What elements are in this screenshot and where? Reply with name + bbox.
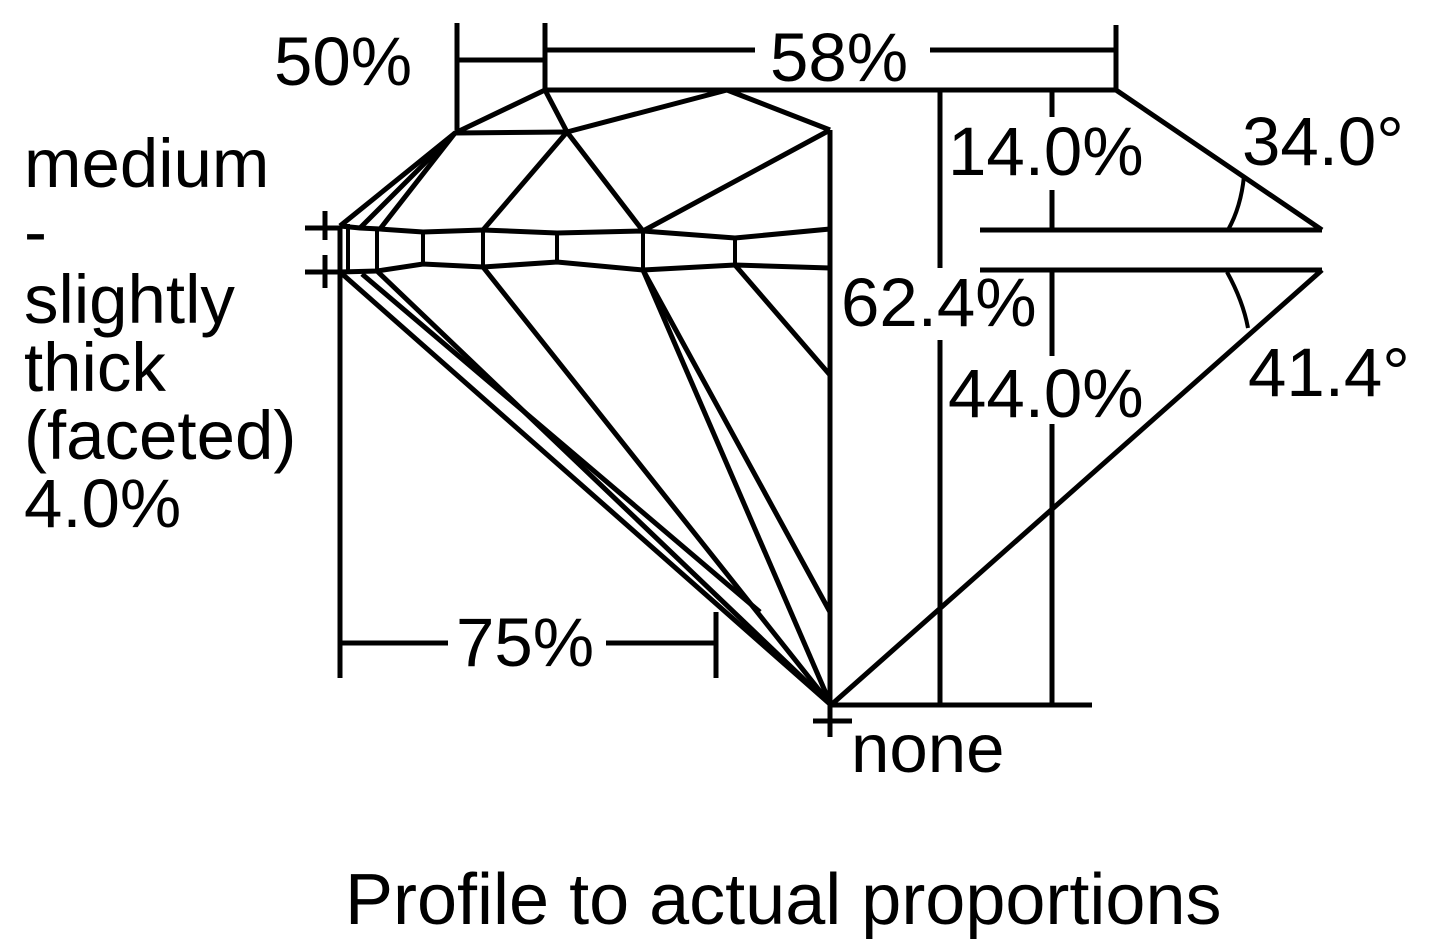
pavilion-angle-marker bbox=[1225, 271, 1250, 329]
pavilion-angle-label: 41.4° bbox=[1248, 334, 1410, 411]
girdle-description-line: thick bbox=[24, 329, 166, 406]
pavilion-angle-wedge bbox=[829, 267, 1324, 707]
caption: Profile to actual proportions bbox=[345, 860, 1222, 940]
culet-label: none bbox=[851, 710, 1005, 787]
crown-height-label: 14.0% bbox=[948, 113, 1144, 190]
girdle-description: medium - slightly thick (faceted) 4.0% bbox=[24, 125, 297, 542]
girdle-description-line: medium bbox=[24, 125, 270, 202]
girdle-description-line: slightly bbox=[24, 261, 235, 338]
lower-girdle-length-label: 75% bbox=[456, 604, 595, 681]
crown-angle-marker bbox=[1226, 175, 1246, 231]
dimension-lines bbox=[305, 23, 1119, 724]
crown-angle-label: 34.0° bbox=[1242, 103, 1404, 180]
girdle-band bbox=[337, 223, 831, 275]
girdle-bottom-tick bbox=[305, 255, 340, 288]
pavilion-facet-lines bbox=[338, 263, 834, 707]
girdle-top-tick bbox=[305, 211, 340, 240]
girdle-description-line: - bbox=[24, 193, 47, 270]
girdle-description-line: (faceted) bbox=[24, 397, 297, 474]
table-width-label: 58% bbox=[770, 19, 909, 96]
crown-angle-wedge bbox=[980, 87, 1324, 233]
pavilion-depth-label: 44.0% bbox=[948, 355, 1144, 432]
girdle-description-line: 4.0% bbox=[24, 465, 182, 542]
total-depth-label: 62.4% bbox=[841, 264, 1037, 341]
star-length-label: 50% bbox=[274, 23, 413, 100]
